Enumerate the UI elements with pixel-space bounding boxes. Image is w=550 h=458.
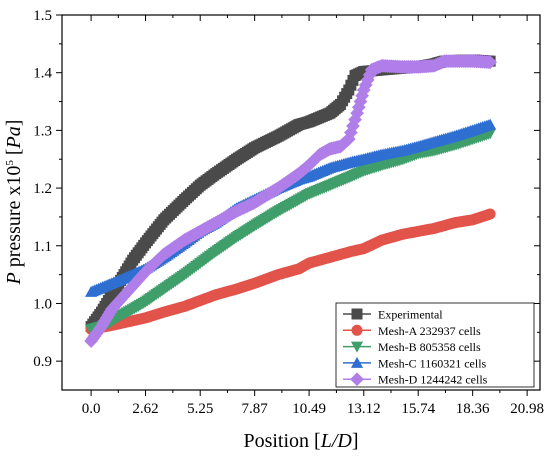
legend-swatch (351, 308, 363, 320)
x-tick-label: 15.74 (401, 401, 435, 417)
legend-swatch (350, 341, 364, 353)
y-tick-label: 1.2 (33, 181, 52, 197)
y-axis-bracket-close: ] (3, 120, 25, 127)
legend-label: Mesh-B 805358 cells (378, 340, 481, 354)
series-marker (483, 55, 497, 70)
axis-tick-labels: 0.0 2.62 5.25 7.87 10.49 13.12 15.74 18.36 20.98… (33, 8, 544, 417)
x-tick-label: 13.12 (347, 401, 381, 417)
y-axis-unit: Pa (3, 126, 25, 149)
y-axis-title: P pressure x105 [Pa] (3, 120, 25, 286)
y-axis-label-text: pressure x10 (3, 166, 25, 273)
y-tick-label: 1.0 (33, 296, 52, 312)
legend-label: Mesh-A 232937 cells (378, 324, 481, 338)
legend-label: Experimental (378, 308, 443, 322)
x-tick-label: 10.49 (292, 401, 326, 417)
series-marker (484, 208, 496, 220)
series-marker (484, 118, 497, 130)
x-tick-label: 18.36 (456, 401, 490, 417)
x-axis-title: Position [L/D] (243, 430, 358, 452)
legend-swatch (350, 372, 364, 387)
y-tick-label: 0.9 (33, 354, 52, 370)
y-axis-exponent: 5 (4, 160, 16, 166)
x-tick-label: 20.98 (510, 401, 544, 417)
series-5 (84, 54, 497, 348)
legend-label: Mesh-C 1160321 cells (378, 356, 487, 370)
x-tick-label: 5.25 (187, 401, 213, 417)
legend-box (335, 302, 535, 388)
legend-swatch (350, 356, 364, 368)
x-tick-label: 7.87 (242, 401, 269, 417)
legend: Experimental Mesh-A 232937 cells Mesh-B 80… (335, 302, 535, 388)
y-tick-label: 1.4 (33, 66, 52, 82)
x-axis-bracket-close: ] (352, 430, 359, 452)
y-tick-label: 1.3 (33, 123, 52, 139)
axis-ticks (56, 14, 540, 396)
y-tick-label: 1.1 (33, 239, 52, 255)
legend-swatch (351, 324, 363, 336)
x-axis-bracket-open: [ (314, 430, 321, 452)
legend-label: Mesh-D 1244242 cells (378, 373, 488, 387)
y-axis-variable: P (3, 272, 25, 285)
series-layer (84, 54, 497, 348)
x-tick-label: 0.0 (82, 401, 101, 417)
y-axis-bracket-open: [ (3, 148, 25, 160)
x-tick-label: 2.62 (132, 401, 158, 417)
x-axis-unit: L/D (320, 430, 353, 452)
y-tick-label: 1.5 (33, 8, 52, 24)
x-axis-label-main: Position (243, 430, 314, 452)
